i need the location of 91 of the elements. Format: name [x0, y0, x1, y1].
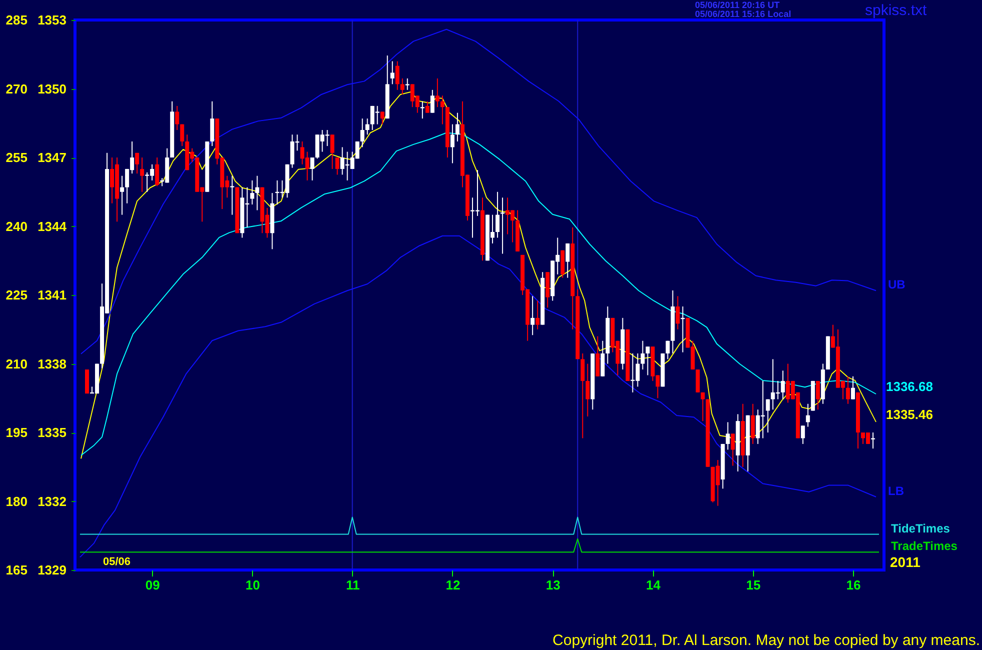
series-label: TradeTimes [891, 539, 958, 554]
candlestick [230, 175, 234, 216]
candlestick [330, 134, 334, 170]
x-tick-label: 10 [245, 578, 260, 592]
series-label: LB [888, 484, 904, 498]
candlestick [155, 157, 160, 187]
candlestick [405, 78, 410, 90]
line-series [80, 28, 876, 354]
candlestick [175, 105, 180, 130]
y-tick-label: 1332 [38, 494, 66, 509]
annotation: 05/06 [103, 556, 131, 568]
y2-tick-label: 195 [6, 425, 28, 440]
candlestick [210, 100, 214, 147]
candlestick [435, 78, 440, 108]
candlestick [846, 376, 850, 404]
text: spkiss.txt [865, 2, 928, 19]
candlestick [120, 175, 124, 216]
y2-tick-label: 270 [6, 81, 28, 96]
x-tick-label: 13 [546, 578, 560, 592]
candlestick [806, 403, 810, 428]
x-tick-label: 11 [346, 578, 360, 592]
candlestick [530, 296, 535, 336]
y2-tick-label: 225 [6, 288, 28, 302]
data-label: 1335.46 [886, 406, 933, 422]
candlestick [135, 152, 140, 174]
candlestick [380, 111, 384, 125]
candlestick [390, 60, 394, 85]
candlestick [250, 180, 254, 205]
candlestick [395, 60, 400, 90]
data-label: 1336.68 [886, 379, 933, 394]
text: 05/06/2011 20:16 UT [695, 0, 780, 10]
y-tick-label: 1353 [38, 12, 66, 28]
y-tick-label: 1335 [38, 425, 66, 440]
x-tick-label: 16 [846, 578, 861, 592]
line-series [80, 235, 876, 558]
candlestick [536, 300, 540, 330]
candlestick [600, 340, 605, 377]
candlestick [586, 363, 590, 417]
y2-tick-label: 210 [6, 356, 28, 372]
text: 05/06/2011 15:16 Local [695, 9, 792, 19]
candlestick [696, 368, 700, 393]
y-tick-label: 1350 [38, 81, 66, 96]
candlestick [780, 370, 785, 400]
series-label: UB [888, 278, 906, 292]
y2-tick-label: 180 [6, 494, 28, 509]
candlestick [646, 346, 650, 376]
y2-tick-label: 285 [6, 12, 28, 28]
x-tick-label: 12 [446, 578, 460, 592]
series-label: TideTimes [891, 521, 950, 536]
candlestick [400, 78, 404, 95]
y-tick-label: 1344 [38, 218, 68, 234]
y2-tick-label: 255 [6, 150, 28, 165]
candlestick [255, 175, 260, 211]
y2-tick-label: 165 [6, 562, 28, 578]
candlestick [730, 433, 735, 466]
candlestick [455, 112, 460, 142]
candlestick [666, 340, 670, 360]
x-tick-label: 09 [145, 578, 160, 592]
candlestick [310, 157, 314, 181]
candlestick [766, 398, 770, 433]
candlestick [450, 124, 454, 164]
candlestick [850, 376, 855, 400]
candlestick [750, 403, 755, 444]
candlestick [180, 124, 184, 147]
candlestick [440, 95, 444, 125]
candlestick [140, 157, 144, 192]
y2-tick-label: 240 [6, 218, 28, 234]
candlestick [816, 380, 820, 410]
x-tick-label: 15 [746, 578, 761, 592]
candlestick [676, 296, 680, 330]
candlestick [425, 100, 430, 114]
candlestick [700, 392, 705, 422]
candlestick [430, 89, 434, 114]
candlestick [335, 157, 340, 176]
candlestick [496, 191, 500, 238]
candlestick [360, 118, 364, 148]
x-tick-label: 14 [646, 578, 662, 592]
y-tick-label: 1329 [38, 562, 66, 578]
candlestick [640, 340, 645, 370]
candlestick [580, 352, 585, 439]
y-tick-label: 1338 [38, 356, 66, 372]
candlestick [726, 422, 730, 450]
candlestick [566, 242, 570, 278]
candlestick [870, 432, 875, 450]
y-tick-label: 1347 [38, 150, 66, 165]
candlestick [365, 118, 370, 136]
y-tick-label: 1341 [38, 288, 66, 302]
text: Copyright 2011, Dr. Al Larson. May not be copied by any means. [552, 632, 980, 649]
text: 2011 [890, 554, 921, 570]
candlestick [800, 425, 805, 444]
candlestick [596, 336, 600, 377]
